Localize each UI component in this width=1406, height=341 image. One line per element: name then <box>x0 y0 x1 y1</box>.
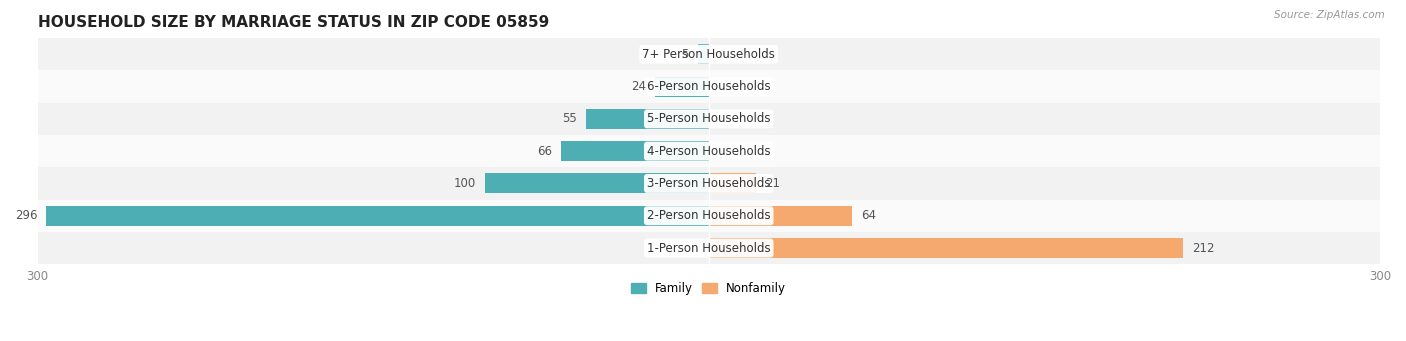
Text: 6-Person Households: 6-Person Households <box>647 80 770 93</box>
Text: Source: ZipAtlas.com: Source: ZipAtlas.com <box>1274 10 1385 20</box>
Text: 296: 296 <box>15 209 38 222</box>
Bar <box>709 174 755 193</box>
Bar <box>38 70 1379 103</box>
Text: 100: 100 <box>454 177 477 190</box>
Text: 1-Person Households: 1-Person Households <box>647 241 770 254</box>
Text: 3-Person Households: 3-Person Households <box>647 177 770 190</box>
Bar <box>485 174 709 193</box>
Bar <box>697 44 709 64</box>
Text: 64: 64 <box>860 209 876 222</box>
Bar <box>709 206 852 226</box>
Bar <box>709 238 1182 258</box>
Text: 21: 21 <box>765 177 780 190</box>
Bar <box>38 199 1379 232</box>
Bar <box>38 232 1379 264</box>
Text: HOUSEHOLD SIZE BY MARRIAGE STATUS IN ZIP CODE 05859: HOUSEHOLD SIZE BY MARRIAGE STATUS IN ZIP… <box>38 15 548 30</box>
Text: 24: 24 <box>631 80 647 93</box>
Text: 2-Person Households: 2-Person Households <box>647 209 770 222</box>
Text: 66: 66 <box>537 145 553 158</box>
Text: 212: 212 <box>1192 241 1215 254</box>
Legend: Family, Nonfamily: Family, Nonfamily <box>628 279 790 299</box>
Bar <box>38 167 1379 199</box>
Bar <box>586 109 709 129</box>
Bar <box>46 206 709 226</box>
Text: 5: 5 <box>682 48 689 61</box>
Bar <box>655 76 709 97</box>
Text: 7+ Person Households: 7+ Person Households <box>643 48 775 61</box>
Text: 4-Person Households: 4-Person Households <box>647 145 770 158</box>
Bar <box>38 135 1379 167</box>
Text: 5-Person Households: 5-Person Households <box>647 112 770 125</box>
Bar <box>38 103 1379 135</box>
Bar <box>38 38 1379 70</box>
Bar <box>561 141 709 161</box>
Text: 55: 55 <box>562 112 576 125</box>
